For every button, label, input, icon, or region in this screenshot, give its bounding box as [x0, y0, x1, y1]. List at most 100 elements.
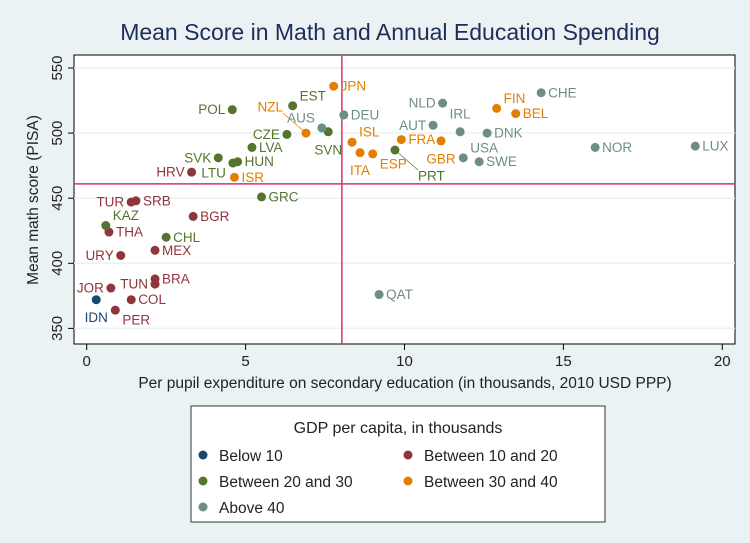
point-nzl	[301, 128, 311, 138]
point-prt	[390, 145, 400, 155]
legend-box	[190, 405, 606, 523]
point-label: THA	[116, 225, 143, 240]
point-label: JPN	[341, 79, 367, 94]
point-label: SVK	[184, 150, 211, 165]
chart-title: Mean Score in Math and Annual Education …	[120, 19, 660, 45]
point-label: TUN	[120, 277, 148, 292]
point-nld	[438, 98, 448, 108]
point-label: ESP	[380, 156, 407, 171]
point-label: QAT	[386, 287, 413, 302]
label-leader-line	[394, 149, 419, 171]
point-label: ISL	[359, 125, 380, 140]
point-label: IDN	[85, 310, 108, 325]
legend: GDP per capita, in thousands Below 10 Bet…	[190, 405, 606, 523]
point-label: PER	[122, 313, 150, 328]
legend-marker	[403, 450, 413, 460]
legend-marker	[403, 476, 413, 486]
point-isl	[347, 137, 357, 147]
point-pol	[227, 105, 237, 115]
point-irl	[455, 127, 465, 137]
y-tick-label: 550	[49, 56, 66, 81]
point-ury	[116, 250, 126, 260]
point-label: COL	[138, 292, 166, 307]
point-label: EST	[300, 88, 326, 103]
point-mex	[150, 245, 160, 255]
x-tick-label: 20	[714, 353, 731, 370]
point-label: FRA	[408, 132, 435, 147]
point-bgr	[188, 211, 198, 221]
point-nor	[590, 142, 600, 152]
x-tick-label: 0	[83, 353, 91, 370]
point-chl	[161, 232, 171, 242]
legend-label: Below 10	[219, 448, 283, 465]
point-label: BEL	[523, 106, 549, 121]
point-srb	[131, 196, 141, 206]
point-ita	[355, 148, 365, 158]
point-label: AUT	[399, 118, 426, 133]
y-tick-label: 450	[49, 186, 66, 211]
y-tick-label: 500	[49, 121, 66, 146]
point-label: MEX	[162, 243, 191, 258]
point-label: LTU	[201, 166, 226, 181]
point-label: CHL	[173, 230, 200, 245]
point-grc	[256, 192, 266, 202]
point-label: URY	[85, 248, 113, 263]
point-label: TUR	[96, 195, 124, 210]
point-jpn	[329, 81, 339, 91]
point-label: DNK	[494, 126, 523, 141]
point-aus	[317, 123, 327, 133]
point-label: FIN	[504, 91, 526, 106]
point-usa	[458, 153, 468, 163]
point-fin	[492, 103, 502, 113]
label-leader-line	[282, 112, 307, 134]
point-dnk	[482, 128, 492, 138]
point-per	[110, 305, 120, 315]
y-axis-label: Mean math score (PISA)	[25, 115, 42, 285]
point-label: SWE	[486, 154, 517, 169]
legend-marker	[198, 476, 208, 486]
point-aut	[428, 120, 438, 130]
legend-marker	[198, 450, 208, 460]
point-label: NOR	[602, 140, 632, 155]
point-label: NLD	[409, 96, 436, 111]
point-hrv	[187, 167, 197, 177]
point-label: LVA	[259, 140, 283, 155]
point-idn	[91, 295, 101, 305]
point-label: IRL	[450, 106, 472, 121]
point-gbr	[436, 136, 446, 146]
point-cze	[282, 129, 292, 139]
point-svk	[213, 153, 223, 163]
point-label: CZE	[253, 127, 280, 142]
point-lux	[690, 141, 700, 151]
point-est	[288, 101, 298, 111]
point-label: GBR	[426, 151, 456, 166]
point-label: BRA	[162, 271, 190, 286]
y-tick-label: 400	[49, 251, 66, 276]
legend-label: Between 20 and 30	[219, 474, 353, 491]
point-label: HRV	[156, 165, 184, 180]
point-col	[126, 295, 136, 305]
legend-title: GDP per capita, in thousands	[294, 420, 503, 437]
point-lva	[247, 142, 257, 152]
point-bel	[511, 109, 521, 119]
point-label: POL	[198, 102, 226, 117]
legend-marker	[198, 502, 208, 512]
point-label: NZL	[257, 100, 283, 115]
point-kaz	[101, 221, 111, 231]
point-label: LUX	[702, 139, 728, 154]
point-label: ISR	[241, 170, 264, 185]
point-label: HUN	[245, 154, 274, 169]
x-tick-label: 15	[555, 353, 572, 370]
point-label: AUS	[287, 110, 315, 125]
point-qat	[374, 290, 384, 300]
point-deu	[339, 110, 349, 120]
point-label: SVN	[314, 142, 342, 157]
point-label: KAZ	[113, 208, 139, 223]
point-fra	[396, 135, 406, 145]
point-jor	[106, 283, 116, 293]
point-label: BGR	[200, 209, 230, 224]
point-label: DEU	[351, 107, 380, 122]
point-hun	[233, 157, 243, 167]
point-label: JOR	[77, 281, 104, 296]
